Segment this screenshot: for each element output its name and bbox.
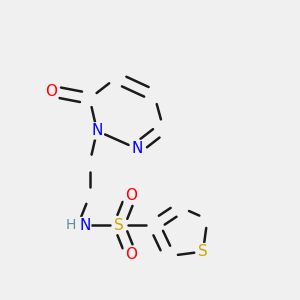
Text: O: O [125, 247, 137, 262]
Text: S: S [198, 244, 208, 259]
Text: N: N [131, 141, 142, 156]
Text: N: N [91, 123, 103, 138]
Text: H: H [66, 218, 76, 232]
Text: N: N [79, 218, 91, 232]
Text: O: O [45, 84, 57, 99]
Text: S: S [114, 218, 124, 232]
Text: O: O [125, 188, 137, 203]
